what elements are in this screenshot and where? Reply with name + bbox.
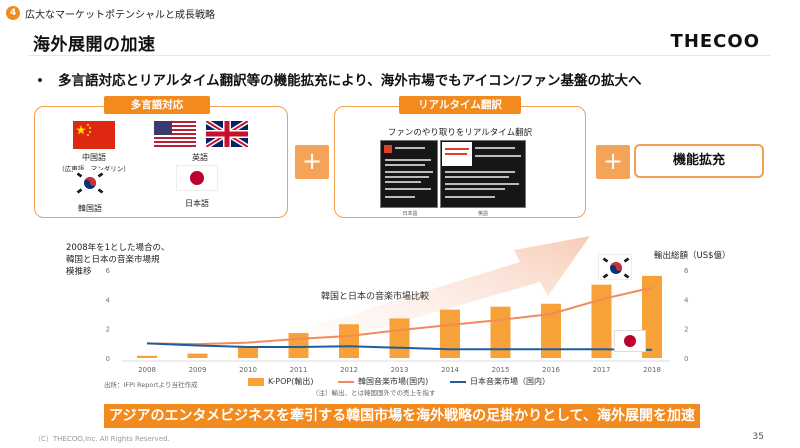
translation-caption: ファンのやり取りをリアルタイム翻訳 <box>387 128 533 138</box>
right-tick-label: 6 <box>684 267 689 275</box>
left-tick-label: 2 <box>106 326 110 334</box>
chart-note-line: 2008年を1とした場合の、 <box>66 243 170 253</box>
legend-swatch <box>248 377 264 386</box>
main-bullet: • 多言語対応とリアルタイム翻訳等の機能拡充により、海外市場でもアイコン/ファン基… <box>36 69 642 89</box>
kpop-bar <box>238 346 258 358</box>
legend-label: 韓国音楽市場(国内) <box>358 377 429 386</box>
plus-icon: + <box>295 145 329 179</box>
legend-swatch <box>338 380 354 383</box>
kpop-bar <box>187 353 208 358</box>
right-tick-label: 0 <box>684 355 688 363</box>
chart-title: 韓国と日本の音楽市場比較 <box>320 292 429 302</box>
x-tick-label: 2014 <box>441 366 459 374</box>
x-tick-label: 2015 <box>492 366 510 374</box>
japanese-label: 日本語 <box>185 199 209 208</box>
legend-label: K-POP(輸出) <box>268 377 314 386</box>
legend-label: 日本音楽市場（国内） <box>470 377 550 386</box>
bullet-dot-icon: • <box>36 73 44 89</box>
legend-korea: 韓国音楽市場(国内) <box>338 376 428 387</box>
legend-swatch <box>450 380 466 383</box>
x-tick-label: 2012 <box>340 366 358 374</box>
chart-note-line: 韓国と日本の音楽市場規 <box>66 255 160 265</box>
kpop-bar <box>440 309 460 358</box>
japan-flag-chart-icon <box>614 330 646 352</box>
uk-flag-icon <box>206 121 248 147</box>
kpop-bar <box>288 333 309 358</box>
shot-caption-japanese: 日本語 <box>402 211 418 217</box>
x-tick-label: 2009 <box>189 366 207 374</box>
bullet-text: 多言語対応とリアルタイム翻訳等の機能拡充により、海外市場でもアイコン/ファン基盤… <box>57 73 642 89</box>
legend-kpop: K-POP(輸出) <box>248 376 313 387</box>
english-label: 英語 <box>192 153 208 162</box>
x-tick-label: 2017 <box>593 366 611 374</box>
kpop-bar <box>642 275 662 358</box>
plus-icon: + <box>596 145 630 179</box>
multilang-pill: 多言語対応 <box>104 96 210 114</box>
chart-note-line: 模推移 <box>66 267 92 277</box>
chat-screenshot-japanese <box>380 140 438 208</box>
legend-japan: 日本音楽市場（国内） <box>450 376 550 387</box>
kpop-bar <box>490 306 511 358</box>
translate-callout <box>442 142 472 166</box>
kpop-bar <box>339 324 359 358</box>
korea-flag-chart-icon <box>598 254 632 280</box>
korean-label: 韓国語 <box>78 204 102 213</box>
x-tick-label: 2016 <box>542 366 560 374</box>
chart-source: 出所：IFPI Reportより当社作成 <box>104 381 198 389</box>
right-axis-title: 輸出総額（US$億） <box>654 251 731 261</box>
kpop-bar <box>541 303 561 358</box>
kpop-bar <box>389 318 410 358</box>
japan-market-line <box>146 342 653 351</box>
section-title: 広大なマーケットポテンシャルと成長戦略 <box>25 10 215 21</box>
left-tick-label: 4 <box>106 296 111 304</box>
x-tick-label: 2013 <box>391 366 409 374</box>
x-tick-label: 2008 <box>138 366 156 374</box>
right-tick-label: 4 <box>684 296 689 304</box>
chinese-name: 中国語 <box>82 153 106 162</box>
korea-market-line <box>146 286 653 346</box>
page-title: 海外展開の加速 <box>33 35 156 55</box>
title-divider <box>28 55 770 56</box>
x-tick-label: 2018 <box>643 366 661 374</box>
chinese-label: 中国語 （広東語、マンダリン） <box>58 152 130 173</box>
thecoo-logo: THECOO <box>670 31 760 52</box>
copyright-footer: （C）THECOO,Inc. All Rights Reserved. <box>34 435 170 443</box>
page-number: 35 <box>752 432 764 442</box>
chinese-sub: （広東語、マンダリン） <box>58 165 130 173</box>
usa-flag-icon <box>154 121 196 147</box>
app-badge-icon <box>384 145 392 153</box>
shot-caption-english: 英語 <box>477 211 488 217</box>
translation-pill: リアルタイム翻訳 <box>399 96 521 114</box>
left-tick-label: 6 <box>106 267 111 275</box>
japan-flag-icon <box>176 165 218 191</box>
chat-screenshot-english <box>440 140 526 208</box>
chart-note: 2008年を1とした場合の、 韓国と日本の音楽市場規 模推移 <box>66 242 170 278</box>
kpop-bar <box>137 355 157 358</box>
x-tick-label: 2010 <box>239 366 257 374</box>
x-tick-label: 2011 <box>290 366 308 374</box>
feature-expansion-box: 機能拡充 <box>634 144 764 178</box>
left-tick-label: 0 <box>106 355 110 363</box>
kpop-bar <box>591 284 612 358</box>
right-tick-label: 2 <box>684 326 688 334</box>
section-number-badge: 4 <box>6 6 20 20</box>
strategy-banner: アジアのエンタメビジネスを牽引する韓国市場を海外戦略の足掛かりとして、海外展開を… <box>104 404 700 428</box>
china-flag-icon <box>73 121 115 149</box>
top-bar: 4 広大なマーケットポテンシャルと成長戦略 <box>0 0 800 26</box>
chart-footnote: （注）輸出、とは韓国国外での売上を指す <box>312 389 436 397</box>
korea-flag-icon <box>73 170 107 196</box>
